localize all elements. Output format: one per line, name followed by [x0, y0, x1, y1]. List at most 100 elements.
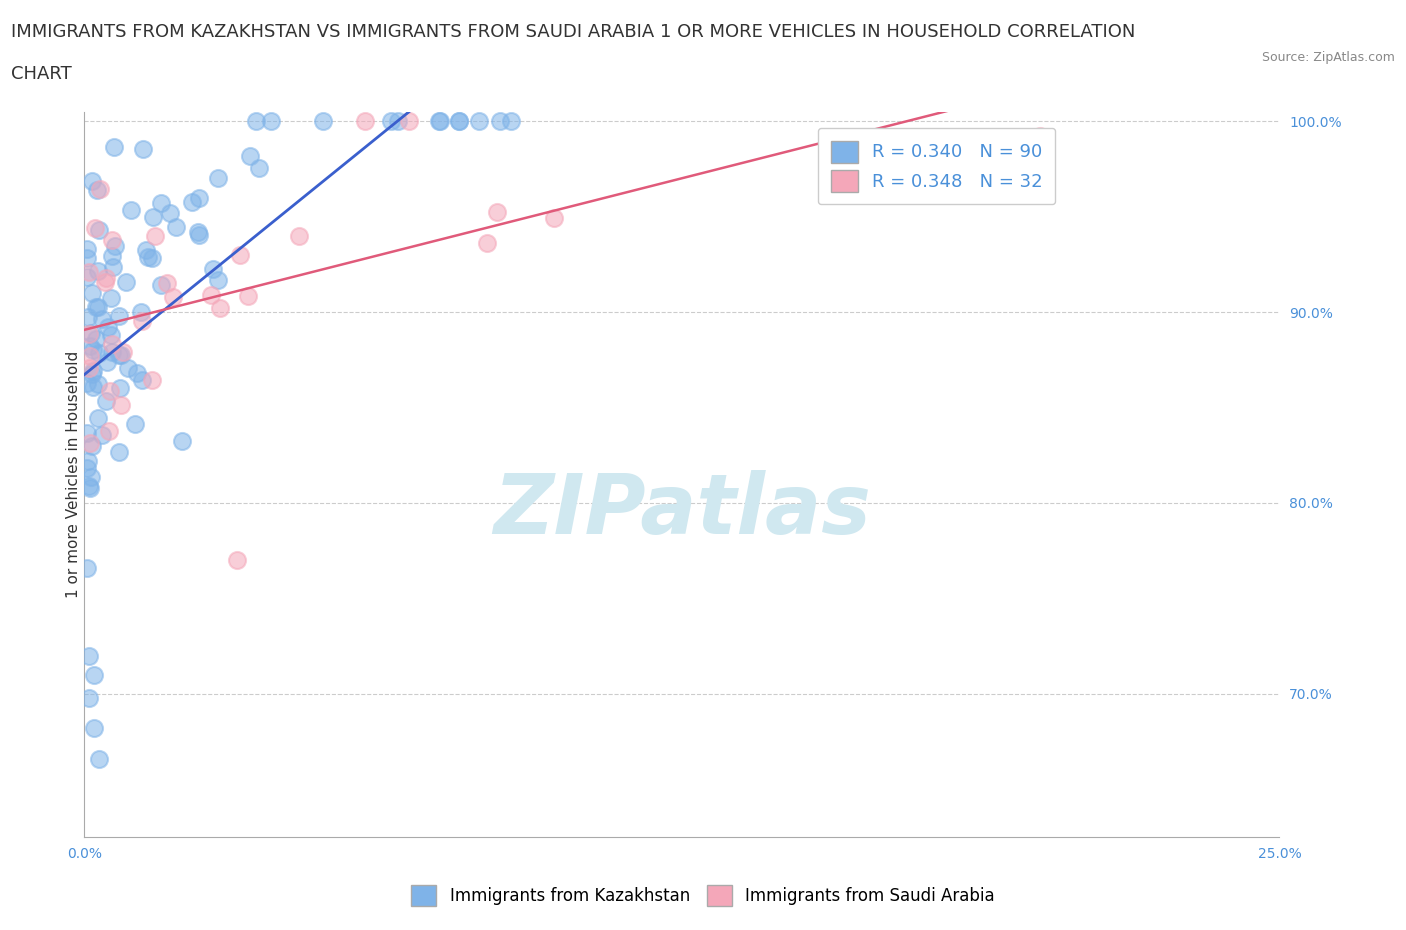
Point [427, 113, 450, 128]
Point [82, 366, 104, 381]
Point [79, 479, 101, 494]
Point [131, 373, 153, 388]
Point [245, 113, 267, 128]
Point [77, 310, 100, 325]
Point [97, 320, 120, 335]
Point [82, 364, 104, 379]
Point [501, 113, 523, 128]
Point [101, 232, 124, 247]
Point [1029, 129, 1052, 144]
Point [136, 249, 159, 264]
Point [79, 436, 101, 451]
Point [202, 261, 225, 276]
Point [143, 228, 166, 243]
Point [155, 275, 177, 290]
Point [80, 470, 103, 485]
Point [380, 113, 402, 128]
Point [117, 360, 139, 375]
Point [79, 349, 101, 364]
Point [108, 380, 131, 395]
Point [447, 113, 470, 128]
Point [110, 348, 132, 363]
Point [76, 460, 98, 475]
Point [398, 113, 420, 128]
Point [447, 113, 470, 128]
Point [80, 438, 103, 453]
Point [101, 259, 124, 274]
Point [76, 270, 98, 285]
Point [84, 299, 107, 314]
Point [82, 286, 104, 300]
Point [83, 220, 105, 235]
Point [127, 365, 149, 380]
Point [101, 344, 124, 359]
Point [98, 423, 121, 438]
Point [87, 377, 110, 392]
Text: ZIPatlas: ZIPatlas [494, 470, 870, 551]
Point [229, 247, 252, 262]
Point [170, 434, 193, 449]
Point [187, 228, 209, 243]
Point [260, 113, 283, 128]
Point [77, 361, 100, 376]
Point [104, 239, 127, 254]
Point [101, 248, 124, 263]
Point [100, 327, 122, 342]
Point [354, 113, 377, 128]
Point [108, 445, 131, 459]
Point [200, 287, 222, 302]
Point [150, 195, 173, 210]
Point [90, 312, 112, 326]
Point [98, 384, 121, 399]
Point [77, 454, 100, 469]
Point [120, 203, 142, 218]
Point [86, 299, 108, 314]
Point [207, 171, 229, 186]
Point [79, 481, 101, 496]
Point [236, 289, 259, 304]
Point [80, 173, 103, 188]
Point [124, 417, 146, 432]
Point [159, 206, 181, 220]
Point [76, 425, 98, 440]
Point [149, 277, 172, 292]
Point [142, 209, 165, 224]
Point [288, 228, 311, 243]
Point [247, 161, 270, 176]
Legend: R = 0.340   N = 90, R = 0.348   N = 32: R = 0.340 N = 90, R = 0.348 N = 32 [818, 128, 1056, 205]
Point [77, 690, 100, 705]
Text: CHART: CHART [11, 65, 72, 83]
Point [101, 337, 124, 352]
Point [131, 313, 153, 328]
Legend: Immigrants from Kazakhstan, Immigrants from Saudi Arabia: Immigrants from Kazakhstan, Immigrants f… [405, 879, 1001, 912]
Point [132, 141, 155, 156]
Point [165, 219, 187, 234]
Point [489, 113, 512, 128]
Point [77, 648, 100, 663]
Point [76, 560, 98, 575]
Point [76, 241, 98, 256]
Point [188, 191, 211, 206]
Point [467, 113, 489, 128]
Point [87, 222, 110, 237]
Text: IMMIGRANTS FROM KAZAKHSTAN VS IMMIGRANTS FROM SAUDI ARABIA 1 OR MORE VEHICLES IN: IMMIGRANTS FROM KAZAKHSTAN VS IMMIGRANTS… [11, 23, 1136, 41]
Point [77, 326, 100, 341]
Point [86, 332, 108, 347]
Point [110, 398, 132, 413]
Point [82, 342, 104, 357]
Point [83, 668, 105, 683]
Point [91, 427, 114, 442]
Point [79, 339, 101, 353]
Point [89, 181, 111, 196]
Point [475, 235, 498, 250]
Point [226, 552, 249, 567]
Point [87, 410, 110, 425]
Point [239, 149, 262, 164]
Point [112, 345, 135, 360]
Point [87, 751, 110, 766]
Point [96, 354, 118, 369]
Point [76, 250, 98, 265]
Point [89, 345, 111, 360]
Point [86, 182, 108, 197]
Point [208, 300, 231, 315]
